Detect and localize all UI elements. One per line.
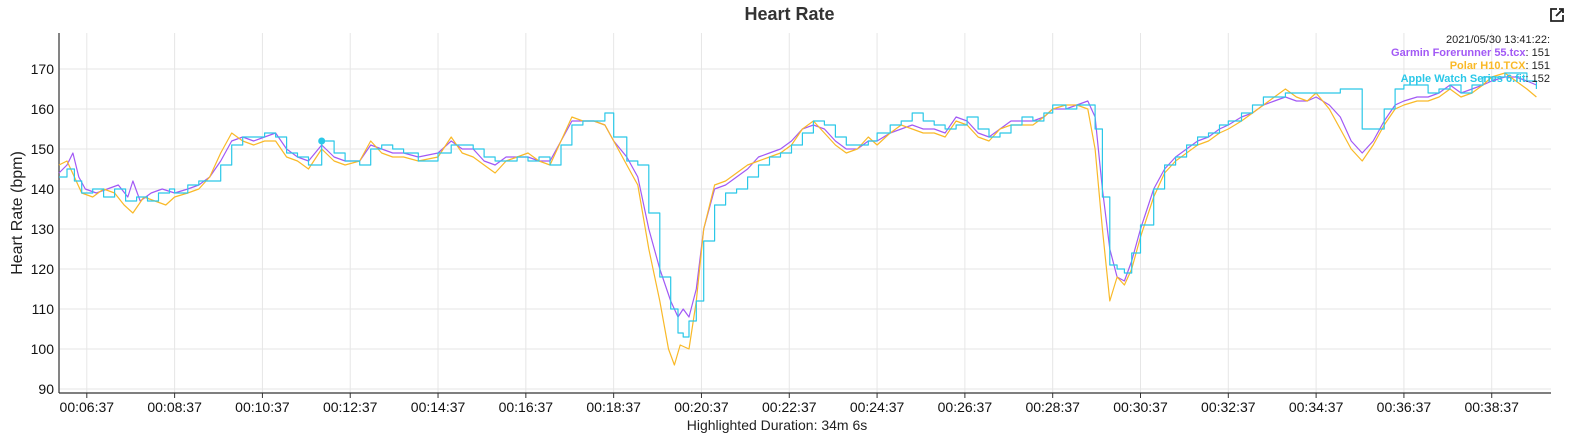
y-tick-label: 130	[31, 221, 55, 237]
x-tick-label: 00:18:37	[586, 399, 641, 415]
y-tick-label: 140	[31, 181, 55, 197]
tooltip-separator: :	[1526, 73, 1532, 85]
highlight-marker	[318, 137, 326, 145]
axes: 90 100 110 120 130 140 150 160 170 00:06:37 00:08:…	[31, 33, 1551, 415]
tooltip-series-name: Apple Watch Series 6.fit	[1401, 73, 1526, 85]
tooltip-time: 2021/05/30 13:41:22:	[1446, 34, 1550, 46]
y-axis-title: Heart Rate (bpm)	[9, 151, 26, 275]
highlight-marker-layer	[318, 137, 326, 145]
tooltip: 2021/05/30 13:41:22:Garmin Forerunner 55…	[1391, 34, 1550, 85]
y-tick-label: 100	[31, 341, 55, 357]
series-line-1[interactable]	[58, 76, 1537, 318]
tooltip-entry: Apple Watch Series 6.fit: 152	[1401, 73, 1550, 85]
x-tick-label: 00:10:37	[235, 399, 290, 415]
x-tick-label: 00:14:37	[411, 399, 466, 415]
x-tick-label: 00:32:37	[1201, 399, 1256, 415]
x-tick-label: 00:26:37	[938, 399, 993, 415]
x-tick-label: 00:22:37	[762, 399, 817, 415]
tooltip-series-value: 151	[1532, 60, 1550, 72]
x-tick-label: 00:06:37	[60, 399, 115, 415]
x-tick-label: 00:12:37	[323, 399, 378, 415]
x-tick-label: 00:24:37	[850, 399, 905, 415]
tooltip-series-value: 152	[1532, 73, 1550, 85]
x-tick-label: 00:20:37	[674, 399, 729, 415]
x-tick-label: 00:34:37	[1289, 399, 1344, 415]
chart-title: Heart Rate	[744, 4, 835, 24]
x-tick-label: 00:30:37	[1113, 399, 1168, 415]
x-tick-label: 00:38:37	[1464, 399, 1519, 415]
highlighted-duration-label: Highlighted Duration: 34m 6s	[687, 417, 868, 433]
tooltip-separator: :	[1526, 47, 1532, 59]
y-tick-label: 90	[38, 381, 54, 397]
series-layer	[58, 72, 1537, 366]
x-tick-label: 00:16:37	[499, 399, 554, 415]
y-tick-label: 150	[31, 141, 55, 157]
x-tick-label: 00:36:37	[1377, 399, 1432, 415]
tooltip-entry: Garmin Forerunner 55.tcx: 151	[1391, 47, 1550, 59]
y-tick-label: 110	[32, 301, 55, 317]
y-tick-label: 160	[31, 101, 55, 117]
y-tick-label: 170	[31, 61, 55, 77]
export-icon[interactable]	[1548, 6, 1566, 24]
tooltip-series-value: 151	[1532, 47, 1550, 59]
tooltip-series-name: Polar H10.TCX	[1450, 60, 1526, 72]
x-tick-label: 00:28:37	[1025, 399, 1080, 415]
series-line-3[interactable]	[59, 72, 1537, 338]
x-tick-label: 00:08:37	[147, 399, 202, 415]
tooltip-entry: Polar H10.TCX: 151	[1450, 60, 1550, 72]
tooltip-series-name: Garmin Forerunner 55.tcx	[1391, 47, 1526, 59]
y-tick-label: 120	[31, 261, 55, 277]
tooltip-separator: :	[1526, 60, 1532, 72]
series-line-2[interactable]	[58, 72, 1537, 366]
grid	[59, 33, 1551, 393]
